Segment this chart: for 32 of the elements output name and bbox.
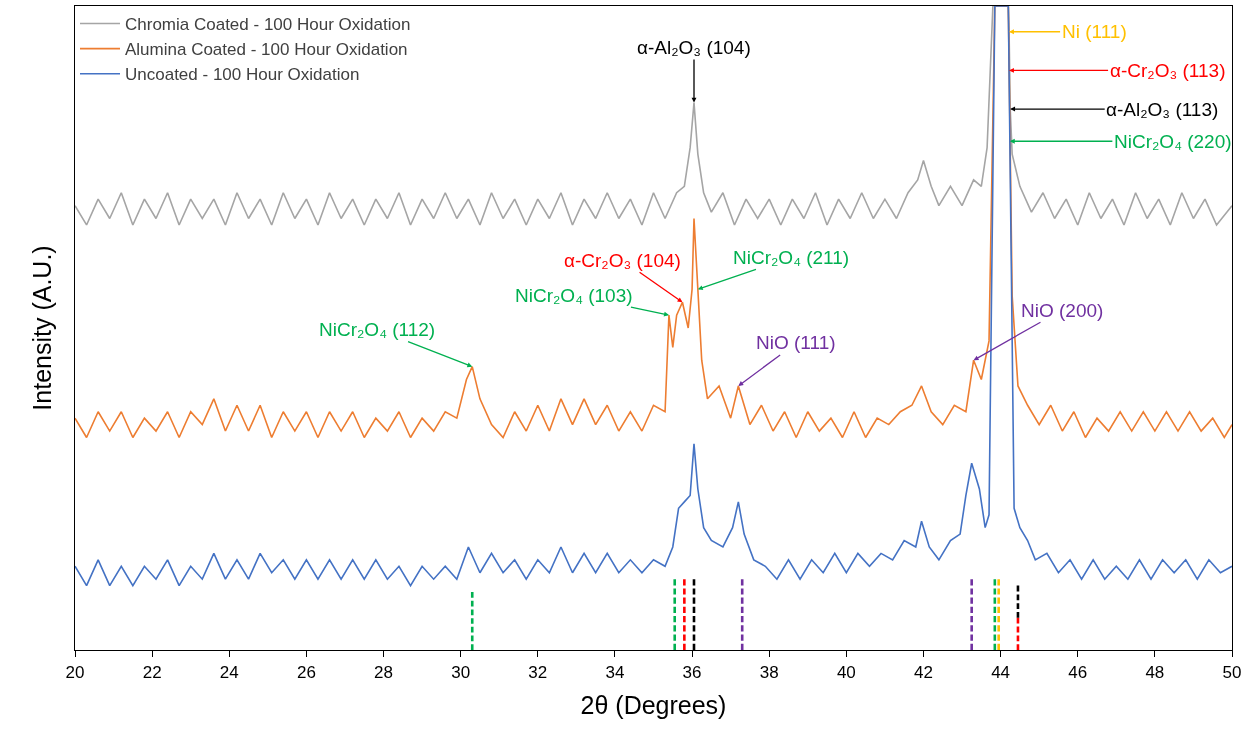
x-tick-label: 32 xyxy=(528,662,548,682)
annotation: α-Cr₂O₃ (104) xyxy=(564,250,681,271)
x-tick-label: 40 xyxy=(836,662,856,682)
annotation: NiCr₂O₄ (103) xyxy=(515,285,633,306)
annotation: NiO (200) xyxy=(1021,300,1104,321)
legend-label: Uncoated - 100 Hour Oxidation xyxy=(125,65,360,85)
x-tick-label: 48 xyxy=(1145,662,1165,682)
legend-label: Chromia Coated - 100 Hour Oxidation xyxy=(125,15,411,35)
annotation: NiCr₂O₄ (211) xyxy=(733,247,850,268)
x-tick-label: 34 xyxy=(605,662,625,682)
x-tick-label: 36 xyxy=(682,662,702,682)
annotation: α-Al₂O₃ (113) xyxy=(1106,99,1219,120)
annotation: NiCr₂O₄ (220) xyxy=(1114,131,1232,152)
annotation: α-Cr₂O₃ (113) xyxy=(1110,60,1226,81)
x-tick-label: 24 xyxy=(219,662,239,682)
x-tick-label: 20 xyxy=(65,662,85,682)
x-tick-label: 22 xyxy=(142,662,162,682)
legend-label: Alumina Coated - 100 Hour Oxidation xyxy=(125,40,408,60)
x-tick-label: 42 xyxy=(914,662,933,682)
x-tick-label: 28 xyxy=(374,662,393,682)
x-tick-label: 38 xyxy=(759,662,779,682)
x-tick-label: 50 xyxy=(1222,662,1242,682)
annotation: NiO (111) xyxy=(756,332,836,353)
y-axis-title: Intensity (A.U.) xyxy=(27,245,56,411)
x-tick-label: 30 xyxy=(451,662,471,682)
x-tick-label: 46 xyxy=(1068,662,1088,682)
annotation: NiCr₂O₄ (112) xyxy=(319,319,436,340)
annotation: Ni (111) xyxy=(1062,21,1127,42)
x-tick-label: 44 xyxy=(991,662,1011,682)
annotation: α-Al₂O₃ (104) xyxy=(637,37,751,58)
x-tick-label: 26 xyxy=(296,662,316,682)
x-axis-title: 2θ (Degrees) xyxy=(580,690,727,719)
